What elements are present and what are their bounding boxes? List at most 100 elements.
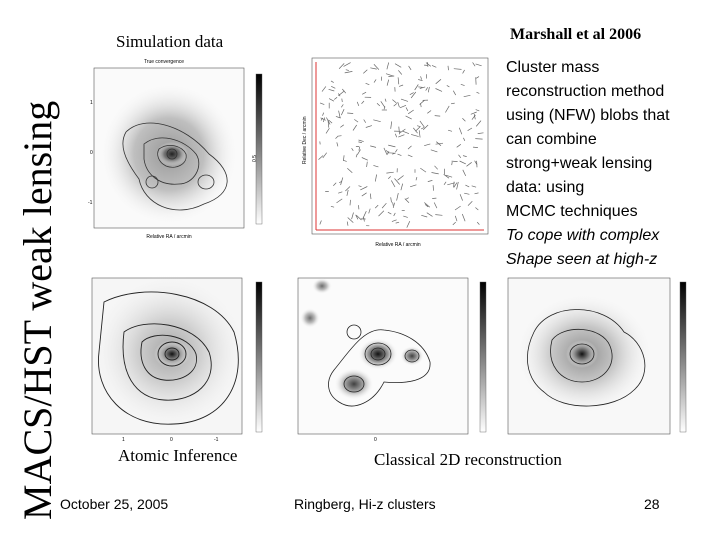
mass-peak [154, 340, 190, 368]
shear-stick [408, 65, 412, 71]
shear-stick [347, 112, 354, 114]
shear-stick [425, 62, 432, 67]
shear-stick [326, 117, 331, 125]
shear-stick [466, 162, 472, 167]
colorbar [679, 281, 687, 433]
shear-stick [373, 79, 377, 83]
shear-stick [458, 154, 462, 159]
mass-blob [334, 368, 374, 400]
shear-stick [453, 181, 455, 188]
contour [550, 328, 613, 383]
shear-stick [365, 82, 370, 86]
shear-stick [331, 85, 336, 89]
footer-venue: Ringberg, Hi-z clusters [294, 496, 436, 512]
shear-stick [411, 134, 419, 137]
contour [157, 144, 187, 168]
mass-blob [300, 308, 320, 328]
shear-stick [405, 107, 409, 112]
shear-stick [393, 103, 398, 107]
shear-stick [410, 91, 417, 99]
shear-stick [445, 105, 450, 113]
shear-stick [462, 169, 467, 177]
shear-stick [345, 186, 351, 192]
label-marshall-citation: Marshall et al 2006 [510, 26, 642, 43]
shear-stick [475, 109, 480, 112]
shear-stick [358, 146, 361, 151]
shear-stick [431, 65, 437, 68]
contour [166, 148, 178, 160]
shear-stick [427, 86, 430, 93]
shear-stick [361, 192, 367, 197]
shear-stick [340, 124, 345, 128]
shear-stick [435, 214, 443, 216]
shear-stick [461, 213, 466, 222]
contour [140, 334, 197, 381]
shear-stick [340, 177, 344, 186]
axis-tick: 0 [90, 150, 93, 156]
shear-stick [424, 204, 429, 208]
shear-stick [376, 103, 381, 107]
shear-stick [413, 127, 418, 134]
shear-stick [420, 167, 427, 173]
shear-stick [346, 189, 349, 196]
shear-stick [381, 202, 387, 209]
shear-stick [400, 183, 404, 191]
shear-stick [373, 119, 381, 123]
shear-stick [347, 217, 354, 223]
shear-stick [338, 63, 345, 69]
shear-stick [462, 118, 466, 122]
shear-stick [383, 147, 388, 155]
shear-stick [330, 80, 334, 83]
shear-stick [419, 100, 425, 105]
shear-stick [337, 135, 342, 137]
description-line-italic: To cope with complex [506, 227, 660, 244]
shear-stick [476, 91, 480, 94]
shear-stick [471, 185, 477, 188]
description-line: reconstruction method [506, 83, 665, 100]
shear-stick [338, 110, 341, 119]
x-axis-label: Relative RA / arcmin [375, 242, 421, 248]
description-line: strong+weak lensing [506, 155, 653, 172]
shear-stick [392, 202, 394, 206]
shear-stick [463, 137, 466, 142]
shear-stick [338, 191, 343, 194]
shear-stick [398, 126, 400, 135]
panel-atomic-inference: 1 0 -1 [89, 272, 263, 443]
shear-stick [384, 98, 387, 102]
shear-stick [430, 149, 438, 153]
label-simulation-data: Simulation data [116, 32, 224, 51]
shear-stick [373, 64, 380, 70]
colorbar-tick: 0.5 [252, 155, 258, 162]
shear-stick [475, 63, 482, 67]
shear-stick [394, 63, 402, 68]
axis-tick: 1 [90, 100, 93, 106]
panel-simulation-convergence: True convergence 0.5 1 0 -1 Relative RA … [88, 59, 263, 240]
shear-stick [397, 77, 400, 85]
shear-stick [433, 202, 438, 209]
footer-date: October 25, 2005 [60, 496, 169, 512]
shear-stick [390, 180, 396, 188]
shear-stick [370, 67, 377, 70]
shear-stick [344, 71, 353, 74]
shear-stick [443, 174, 450, 179]
shear-stick [346, 221, 349, 226]
shear-stick [419, 86, 426, 89]
shear-stick [459, 160, 466, 165]
panel-title: True convergence [144, 59, 184, 65]
shear-stick [474, 192, 479, 195]
x-axis-label: Relative RA / arcmin [146, 234, 192, 240]
shear-stick [357, 149, 361, 155]
shear-stick [322, 152, 327, 159]
shear-stick [365, 125, 373, 128]
label-classical-reconstruction: Classical 2D reconstruction [374, 450, 562, 469]
contour [164, 347, 180, 361]
shear-stick [452, 90, 457, 96]
shear-stick [333, 182, 337, 187]
shear-stick [335, 136, 339, 139]
shear-stick [363, 119, 366, 123]
shear-stick [374, 204, 379, 209]
shear-stick [477, 132, 484, 134]
shear-stick [451, 160, 458, 162]
axis-tick: 0 [170, 437, 173, 443]
shear-stick [394, 178, 400, 185]
